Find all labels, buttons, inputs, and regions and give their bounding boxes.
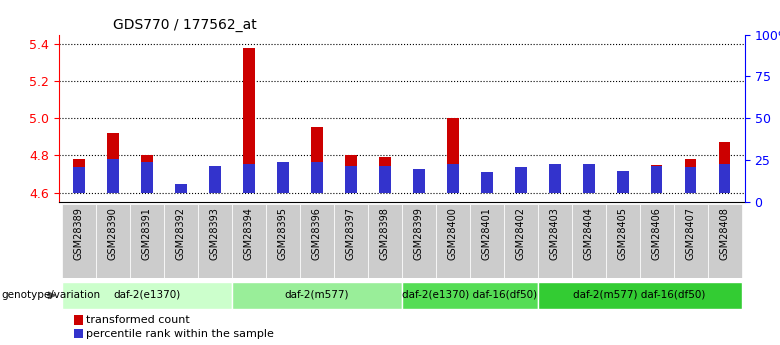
Text: GSM28399: GSM28399 xyxy=(413,207,424,260)
Bar xyxy=(73,159,85,193)
Bar xyxy=(367,204,402,278)
Bar xyxy=(243,48,255,193)
Text: GSM28407: GSM28407 xyxy=(686,207,696,260)
Bar xyxy=(300,204,334,278)
Text: GSM28392: GSM28392 xyxy=(176,207,186,260)
Bar xyxy=(617,179,629,193)
Bar xyxy=(402,204,436,278)
Bar xyxy=(107,159,119,193)
Bar xyxy=(651,166,662,193)
Text: GSM28400: GSM28400 xyxy=(448,207,458,260)
Text: genotype/variation: genotype/variation xyxy=(2,290,101,300)
Text: transformed count: transformed count xyxy=(86,315,190,325)
Bar xyxy=(674,204,707,278)
Text: daf-2(e1370) daf-16(df50): daf-2(e1370) daf-16(df50) xyxy=(402,290,537,300)
Bar xyxy=(175,184,186,193)
Bar xyxy=(537,204,572,278)
Bar xyxy=(198,204,232,278)
Bar xyxy=(583,165,594,193)
Text: GSM28398: GSM28398 xyxy=(380,207,390,260)
Bar xyxy=(718,164,730,193)
Bar xyxy=(141,155,153,193)
Bar xyxy=(515,172,527,193)
Bar xyxy=(277,162,289,193)
Bar xyxy=(232,282,402,309)
Text: GSM28395: GSM28395 xyxy=(278,207,288,260)
Bar xyxy=(345,155,356,193)
Bar xyxy=(310,162,323,193)
Bar xyxy=(617,171,629,193)
Bar xyxy=(640,204,674,278)
Text: GSM28389: GSM28389 xyxy=(74,207,84,260)
Bar xyxy=(548,165,561,193)
Bar xyxy=(685,159,697,193)
Text: GSM28393: GSM28393 xyxy=(210,207,220,260)
Bar xyxy=(209,166,221,193)
Bar xyxy=(232,204,266,278)
Text: GDS770 / 177562_at: GDS770 / 177562_at xyxy=(113,18,257,32)
Bar xyxy=(96,204,129,278)
Bar xyxy=(515,167,527,193)
Bar xyxy=(107,133,119,193)
Bar xyxy=(74,315,83,325)
Bar xyxy=(379,157,391,193)
Bar xyxy=(480,183,493,193)
Bar xyxy=(74,329,83,338)
Bar xyxy=(447,118,459,193)
Bar xyxy=(447,164,459,193)
Bar xyxy=(605,204,640,278)
Bar xyxy=(685,167,697,193)
Bar xyxy=(243,164,255,193)
Bar xyxy=(413,176,424,193)
Text: GSM28404: GSM28404 xyxy=(583,207,594,260)
Text: GSM28396: GSM28396 xyxy=(312,207,321,260)
Bar xyxy=(141,162,153,193)
Bar xyxy=(164,204,198,278)
Text: GSM28401: GSM28401 xyxy=(482,207,491,260)
Bar xyxy=(504,204,537,278)
Text: daf-2(m577): daf-2(m577) xyxy=(285,290,349,300)
Bar xyxy=(209,168,221,193)
Text: GSM28390: GSM28390 xyxy=(108,207,118,260)
Text: daf-2(m577) daf-16(df50): daf-2(m577) daf-16(df50) xyxy=(573,290,706,300)
Bar xyxy=(379,166,391,193)
Text: GSM28403: GSM28403 xyxy=(550,207,559,260)
Text: GSM28391: GSM28391 xyxy=(142,207,152,260)
Bar xyxy=(334,204,367,278)
Bar xyxy=(413,169,424,193)
Text: GSM28397: GSM28397 xyxy=(346,207,356,260)
Bar xyxy=(537,282,742,309)
Bar xyxy=(707,204,742,278)
Bar xyxy=(436,204,470,278)
Bar xyxy=(548,164,561,193)
Bar xyxy=(572,204,605,278)
Bar xyxy=(73,167,85,193)
Bar xyxy=(480,172,493,193)
Text: daf-2(e1370): daf-2(e1370) xyxy=(113,290,180,300)
Bar xyxy=(62,204,96,278)
Bar xyxy=(718,142,730,193)
Text: GSM28406: GSM28406 xyxy=(651,207,661,260)
Bar xyxy=(277,165,289,193)
Bar xyxy=(402,282,537,309)
Text: GSM28394: GSM28394 xyxy=(244,207,254,260)
Bar xyxy=(651,165,662,193)
Text: GSM28405: GSM28405 xyxy=(618,207,628,260)
Text: GSM28402: GSM28402 xyxy=(516,207,526,260)
Bar xyxy=(266,204,300,278)
Bar xyxy=(583,164,594,193)
Bar xyxy=(470,204,504,278)
Text: percentile rank within the sample: percentile rank within the sample xyxy=(86,329,274,339)
Bar xyxy=(129,204,164,278)
Bar xyxy=(310,127,323,193)
Bar xyxy=(62,282,232,309)
Text: GSM28408: GSM28408 xyxy=(719,207,729,260)
Bar xyxy=(345,166,356,193)
